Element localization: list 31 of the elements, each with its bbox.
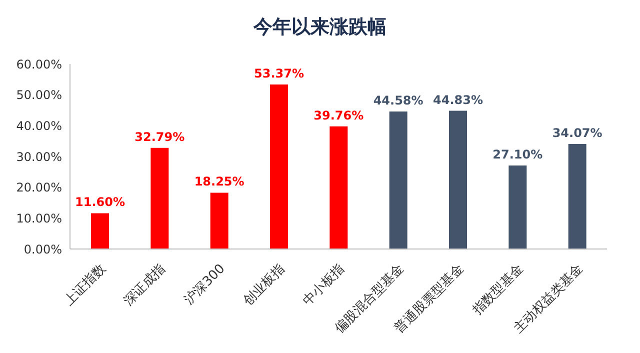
bar: [150, 148, 169, 249]
y-tick-label: 20.00%: [16, 180, 62, 195]
x-tick-label: 创业板指: [240, 261, 288, 309]
data-label: 27.10%: [492, 147, 543, 162]
data-label: 32.79%: [134, 130, 185, 144]
bar: [389, 112, 408, 249]
data-label: 39.76%: [314, 108, 364, 122]
bar: [508, 165, 527, 249]
bar: [330, 126, 348, 249]
bar: [270, 84, 288, 249]
chart-title: 今年以来涨跌幅: [252, 15, 388, 40]
y-tick-label: 60.00%: [16, 57, 62, 72]
y-tick-label: 30.00%: [16, 150, 62, 164]
x-tick-label: 上证指数: [62, 261, 109, 309]
x-tick-label: 深证成指: [121, 261, 169, 309]
data-label: 18.25%: [194, 174, 244, 189]
data-label: 44.58%: [373, 94, 424, 108]
x-tick-label: 沪深300: [180, 260, 228, 308]
bar: [210, 192, 228, 249]
data-label: 53.37%: [254, 66, 304, 80]
y-tick-label: 10.00%: [16, 211, 62, 226]
bar: [568, 144, 586, 249]
y-tick-label: 50.00%: [16, 88, 62, 102]
x-tick-label: 中小板指: [300, 261, 348, 309]
data-label: 44.83%: [433, 92, 483, 107]
y-tick-label: 0.00%: [24, 242, 62, 256]
data-label: 34.07%: [552, 126, 602, 140]
bar: [91, 213, 109, 249]
bar: [449, 110, 467, 249]
data-label: 11.60%: [75, 195, 125, 210]
y-tick-label: 40.00%: [16, 118, 62, 133]
